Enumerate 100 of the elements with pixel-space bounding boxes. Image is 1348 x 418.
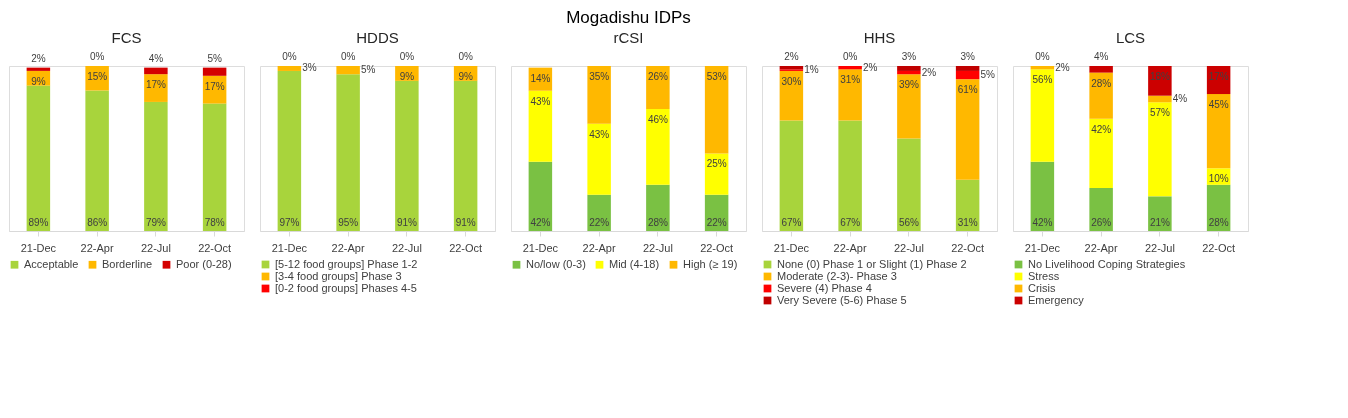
bar (1030, 69, 1055, 162)
bar (1089, 66, 1113, 73)
legend-label: [0-2 food groups] Phases 4-5 (275, 281, 417, 294)
bar (528, 90, 553, 162)
data-label: 2% (784, 51, 799, 62)
data-label: 67% (781, 217, 802, 228)
x-tick-label: 22-Oct (198, 241, 232, 254)
data-label: 86% (87, 217, 108, 228)
x-tick-label: 22-Jul (893, 241, 924, 254)
bar (144, 67, 168, 75)
data-label: 31% (957, 217, 978, 228)
bar (1206, 94, 1231, 169)
data-label: 4% (1172, 93, 1188, 104)
bar (646, 108, 670, 185)
data-label: 18% (1149, 71, 1170, 82)
x-tick-label: 22-Jul (1144, 241, 1175, 254)
legend-label: Moderate (2-3)- Phase 3 (777, 269, 897, 282)
bar (704, 66, 729, 154)
data-label: 31% (840, 74, 861, 86)
x-tick-label: 22-Oct (1202, 241, 1236, 254)
data-label: 2% (921, 66, 937, 78)
data-label: 9% (31, 75, 46, 87)
legend-label: Acceptable (24, 257, 79, 270)
data-label: 91% (396, 217, 417, 228)
bar (1148, 102, 1172, 197)
x-tick-label: 22-Jul (642, 241, 673, 254)
bar (1089, 72, 1113, 119)
data-label: 25% (706, 158, 727, 170)
bar (277, 70, 302, 231)
legend-label: No/low (0-3) (526, 257, 586, 270)
legend-label: Very Severe (5-6) Phase 5 (777, 293, 907, 306)
x-tick-label: 22-Apr (1084, 241, 1118, 254)
bar (838, 69, 862, 121)
bar (528, 161, 553, 231)
data-label: 3% (302, 62, 317, 74)
x-tick-label: 21-Dec (20, 241, 57, 254)
x-tick-label: 22-Oct (449, 241, 483, 254)
bar (26, 85, 51, 231)
data-label: 78% (204, 217, 225, 228)
data-label: 22% (706, 217, 727, 228)
data-label: 5% (360, 64, 376, 76)
data-label: 91% (455, 217, 476, 228)
bar (955, 70, 980, 80)
data-label: 89% (28, 217, 49, 228)
data-label: 56% (898, 217, 919, 228)
chart-title: HHS (863, 29, 896, 46)
x-tick-label: 21-Dec (773, 241, 810, 254)
chart-title: FCS (111, 29, 142, 46)
x-tick-label: 22-Apr (833, 241, 867, 254)
legend-label: Poor (0-28) (176, 257, 232, 270)
data-label: 9% (399, 71, 415, 82)
data-label: 0% (282, 51, 297, 62)
data-label: 1% (804, 64, 819, 76)
legend-label: Stress (1028, 269, 1060, 282)
bar (202, 103, 227, 231)
bar (646, 66, 670, 109)
text: Mogadishu IDPs (566, 7, 691, 27)
x-tick-label: 22-Oct (700, 241, 734, 254)
bar (1148, 95, 1172, 103)
legend-label: None (0) Phase 1 or Slight (1) Phase 2 (777, 257, 967, 270)
bar (587, 66, 611, 124)
x-tick-label: 21-Dec (522, 241, 559, 254)
x-tick-label: 22-Jul (391, 241, 422, 254)
data-label: 53% (706, 71, 727, 82)
data-label: 42% (1091, 123, 1112, 135)
data-label: 67% (840, 217, 861, 228)
data-label: 95% (338, 217, 359, 228)
data-label: 3% (901, 51, 917, 62)
bar (955, 66, 980, 71)
legend-label: Emergency (1028, 293, 1085, 306)
data-label: 26% (647, 71, 668, 82)
data-label: 79% (145, 217, 166, 228)
x-tick-label: 22-Apr (331, 241, 365, 254)
bar (85, 90, 109, 231)
bar (144, 101, 168, 231)
bar (202, 67, 227, 76)
legend-label: High (≥ 19) (683, 257, 738, 270)
data-label: 97% (279, 217, 300, 228)
chart-title: LCS (1115, 29, 1146, 46)
data-label: 0% (458, 51, 473, 62)
data-label: 0% (842, 51, 858, 62)
x-tick-label: 22-Apr (582, 241, 616, 254)
chart-title: HDDS (356, 29, 399, 46)
bar (1030, 161, 1055, 231)
x-tick-label: 21-Dec (1024, 241, 1061, 254)
data-label: 46% (647, 113, 668, 125)
data-label: 2% (31, 52, 46, 64)
bar (587, 123, 611, 195)
data-label: 43% (589, 128, 610, 140)
x-tick-label: 22-Jul (140, 241, 171, 254)
chart-title: rCSI (613, 29, 644, 46)
data-label: 28% (1091, 77, 1112, 89)
bar (897, 66, 921, 71)
data-label: 28% (1208, 217, 1229, 228)
data-label: 5% (207, 52, 222, 64)
bar (26, 67, 51, 71)
data-label: 22% (589, 217, 610, 228)
bar (453, 80, 478, 231)
x-tick-label: 22-Apr (80, 241, 114, 254)
data-label: 61% (957, 84, 978, 96)
